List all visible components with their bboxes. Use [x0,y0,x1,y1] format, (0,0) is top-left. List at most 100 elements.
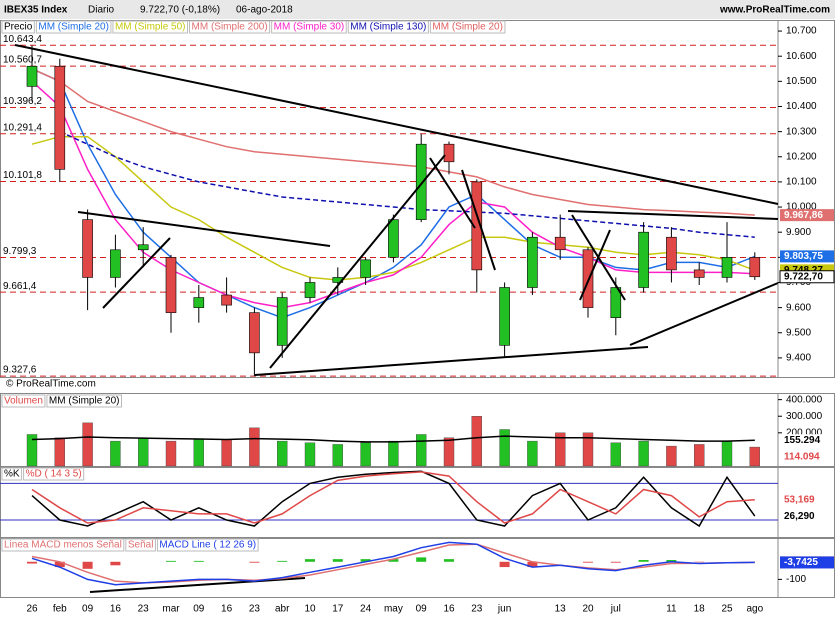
histogram-bar [638,560,649,562]
legend-box [189,20,271,34]
symbol: IBEX35 Index [4,5,68,16]
x-tick-label: 16 [110,604,122,615]
series-line [31,541,755,586]
candle-body [582,249,594,308]
histogram-bar [416,557,427,562]
price-tag-label: 9.722,70 [784,271,823,282]
legend-box [46,394,122,408]
volume-bar [54,437,65,467]
copyright: © ProRealTime.com [6,379,96,390]
candle-body [165,257,177,313]
candle-body [415,143,427,220]
legend-label: MM (Simple 20) [49,396,120,407]
y-tick-label: 10.000 [786,202,817,213]
value-tag [780,209,834,222]
value-tag [780,556,834,569]
candle-body [249,312,260,354]
legend-box [1,467,23,481]
x-tick-label: 16 [221,604,233,615]
histogram-bar [332,559,343,562]
histogram-bar [610,561,621,563]
series-line [31,80,755,309]
x-tick-label: mar [162,604,180,615]
histogram-bar [249,561,260,563]
legend-label: Señal [128,540,154,551]
legend-label: MM (Simple 30) [274,22,345,33]
x-tick-label: 10 [304,604,316,615]
panel-frame [0,467,835,538]
candle-body [360,259,371,278]
x-tick-label: jul [610,604,621,615]
legend-box [23,467,85,481]
x-tick-label: 26 [26,604,38,615]
x-tick-label: feb [53,604,67,615]
x-tick-label: 09 [416,604,428,615]
candle-body [693,269,705,278]
histogram-bar [166,560,176,562]
y-tick-label: -100 [786,574,806,585]
series-line [31,68,756,319]
candle-body [221,294,232,306]
value-tag-label: 155.294 [784,435,821,446]
volume-bar [277,440,288,467]
candle-body [110,249,121,278]
volume-bar [165,440,177,467]
y-tick-label: 9.400 [786,353,811,364]
histogram-bar [110,561,121,566]
volume-bar [249,427,260,467]
histogram-bar [444,559,454,562]
x-tick-label: 25 [721,604,733,615]
volume-bar [332,444,343,467]
level-label: 10.101,8 [3,170,42,181]
histogram-bar [388,559,399,562]
x-tick-label: may [384,604,403,615]
legend-box [429,20,506,34]
candle-body [499,287,510,346]
candle-body [554,236,566,251]
volume-bar [527,440,538,467]
legend-label: Linea MACD menos Señal [4,540,122,551]
value-tag [780,250,834,263]
legend-box [1,538,125,552]
histogram-bar [277,560,288,562]
y-tick-label: 10.700 [786,26,817,37]
x-tick-label: ago [746,604,763,615]
histogram-bar [27,561,37,564]
x-tick-label: 13 [555,604,567,615]
volume-bar [499,429,510,467]
legend-label: %K [4,469,20,480]
trend-lines [14,44,779,593]
volume-bar [137,437,149,467]
x-tick-label: 09 [193,604,205,615]
value-tag [780,493,834,506]
last-price: 9.722,70 (-0,18%) [140,5,220,16]
y-tick-label: 300.000 [786,411,823,422]
candle-body [749,257,761,278]
volume-bar [416,434,427,467]
x-tick-label: 09 [82,604,94,615]
value-tag-label: 9.967,86 [784,210,823,221]
y-tick-label: 10.500 [786,76,817,87]
value-label: 114.094 [784,452,820,463]
legend-box [125,538,156,552]
legend-label: MACD Line ( 12 26 9) [159,540,256,551]
volume-bar [721,440,733,467]
histogram-bar [193,560,204,562]
volume-bar [666,445,677,467]
level-label: 9.799,3 [3,246,37,257]
volume-bar [193,439,205,467]
y-tick-label: 9.600 [786,302,811,313]
histogram-bar [666,560,677,562]
volume-bar [304,442,316,467]
x-tick-label: 24 [360,604,372,615]
histogram-bar [305,559,315,562]
candle-body [193,297,205,308]
candle-body [610,287,622,318]
legend-box [112,20,189,34]
level-label: 10.291,4 [3,122,42,133]
y-tick-label: 9.500 [786,327,811,338]
legend-label: Precio [4,22,33,33]
histogram-bar [527,561,538,568]
legend-label: Volumen [4,396,43,407]
volume-bar [82,422,93,467]
